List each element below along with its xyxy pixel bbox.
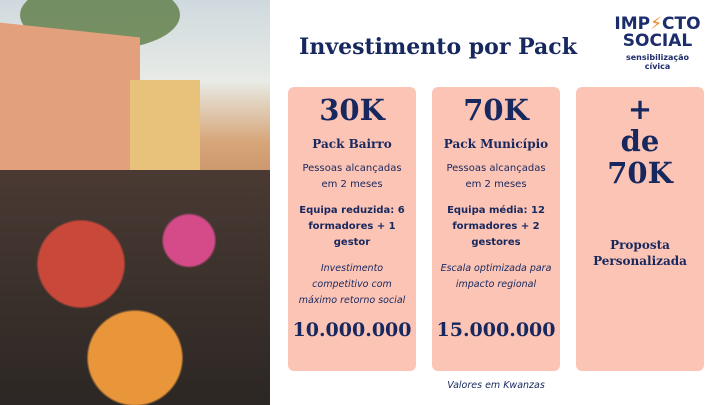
pack-team: Equipa média: 12 formadores + 2 gestores [447,205,545,248]
page-title: Investimento por Pack [299,34,577,60]
lightning-icon: ⚡ [650,14,663,34]
pack-team: Equipa reduzida: 6 formadores + 1 gestor [299,205,405,248]
currency-note: Valores em Kwanzas [447,380,545,391]
pack-amount: 30K [319,93,385,127]
pack-amount: 70K [463,93,529,127]
pack-name: Pack Bairro [312,137,392,151]
pack-note: Escala optimizada para impacto regional [440,263,552,290]
community-photo [0,0,270,405]
pack-card-custom: + de 70K Proposta Personalizada [576,87,704,371]
pack-card-bairro: 30K Pack Bairro Pessoas alcançadas em 2 … [288,87,416,371]
pack-price: 10.000.000 [292,319,412,341]
pack-reach: Pessoas alcançadas em 2 meses [446,163,546,190]
pack-note: Investimento competitivo com máximo reto… [298,263,406,306]
logo: IMP⚡CTO SOCIAL sensibilização cívica [614,14,701,72]
pack-card-municipio: 70K Pack Município Pessoas alcançadas em… [432,87,560,371]
pack-name: Pack Município [443,137,549,151]
pack-reach: Pessoas alcançadas em 2 meses [302,163,402,190]
pack-name: Proposta Personalizada [593,238,687,268]
pack-price: 15.000.000 [436,319,556,341]
